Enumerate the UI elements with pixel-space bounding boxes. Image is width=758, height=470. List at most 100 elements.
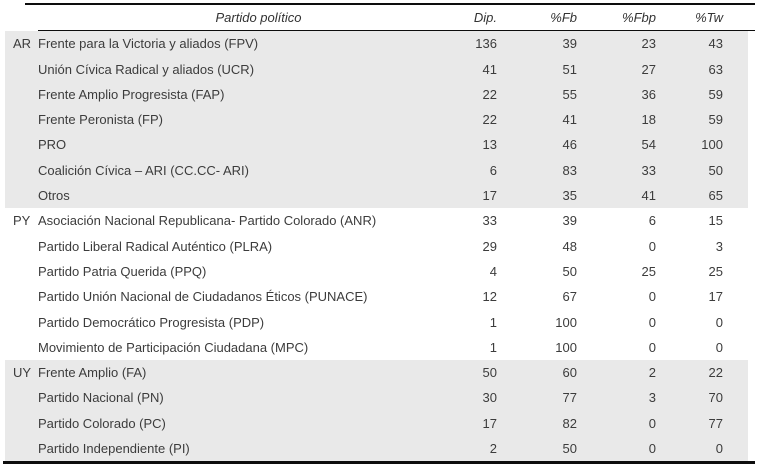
table-row: PRO 13 46 54 100 (5, 132, 748, 157)
cell-fbp-value: 27 (641, 61, 656, 77)
cell-tw-value: 50 (708, 162, 723, 178)
cell-fbp-value: 54 (641, 137, 656, 153)
cell-tw-value: 15 (708, 213, 723, 229)
cell-dip-value: 1 (489, 314, 497, 330)
table-row: PY Asociación Nacional Republicana- Parti… (5, 208, 748, 233)
table-row: Partido Democrático Progresista (PDP) 1 10… (5, 309, 748, 334)
cell-fbp-value: 3 (648, 390, 656, 406)
country-group-uy: UY Frente Amplio (FA) 50 60 2 22 Partido Nacio… (5, 359, 748, 462)
cell-fbp-value: 6 (648, 213, 656, 229)
bottom-rule (3, 461, 755, 464)
cell-tw-value: 3 (715, 238, 723, 254)
table-row: Frente Peronista (FP) 22 41 18 59 (5, 107, 748, 132)
cell-dip-value: 41 (482, 61, 497, 77)
table-row: UY Frente Amplio (FA) 50 60 2 22 (5, 360, 748, 385)
cell-fb-value: 82 (562, 415, 577, 431)
table-row: Partido Unión Nacional de Ciudadanos Éti… (5, 284, 748, 309)
cell-tw-value: 100 (701, 137, 723, 153)
cell-fbp-value: 23 (641, 36, 656, 52)
cell-tw-value: 65 (708, 188, 723, 204)
cell-party-name: Partido Liberal Radical Auténtico (PLRA) (38, 238, 273, 254)
cell-fbp-value: 0 (648, 440, 656, 456)
cell-tw-value: 22 (708, 365, 723, 381)
cell-dip-value: 29 (482, 238, 497, 254)
table-row: Otros 17 35 41 65 (5, 183, 748, 208)
cell-tw-value: 59 (708, 86, 723, 102)
cell-fb-value: 48 (562, 238, 577, 254)
cell-fb-value: 35 (562, 188, 577, 204)
cell-dip-value: 4 (489, 263, 497, 279)
table-body: AR Frente para la Victoria y aliados (FPV… (5, 31, 748, 462)
cell-fb-value: 50 (562, 263, 577, 279)
cell-party-name: Unión Cívica Radical y aliados (UCR) (38, 61, 255, 77)
cell-fb-value: 100 (555, 314, 577, 330)
cell-party-name: Partido Democrático Progresista (PDP) (38, 314, 265, 330)
table-row: Partido Liberal Radical Auténtico (PLRA)… (5, 233, 748, 258)
cell-dip-value: 33 (482, 213, 497, 229)
cell-party-name: Otros (38, 188, 70, 204)
cell-fb-value: 60 (562, 365, 577, 381)
cell-dip-value: 17 (482, 415, 497, 431)
cell-dip-value: 136 (475, 36, 497, 52)
cell-fb-value: 39 (562, 36, 577, 52)
country-group-py: PY Asociación Nacional Republicana- Parti… (5, 208, 748, 360)
cell-dip-value: 30 (482, 390, 497, 406)
cell-dip-value: 50 (482, 365, 497, 381)
cell-tw-value: 59 (708, 112, 723, 128)
cell-party-name: Frente Amplio (FA) (38, 365, 147, 381)
cell-fb-value: 100 (555, 339, 577, 355)
cell-fbp-value: 0 (648, 339, 656, 355)
table-row: Unión Cívica Radical y aliados (UCR) 41 51… (5, 56, 748, 81)
cell-dip-value: 2 (489, 440, 497, 456)
cell-fb-value: 67 (562, 289, 577, 305)
cell-tw-value: 25 (708, 263, 723, 279)
header-rule (38, 29, 755, 32)
cell-party-name: Partido Patria Querida (PPQ) (38, 263, 207, 279)
table-header: Partido político Dip. %Fb %Fbp %Tw (5, 5, 748, 29)
column-header-dip: Dip. (473, 9, 497, 25)
cell-party-name: Coalición Cívica – ARI (CC.CC- ARI) (38, 162, 249, 178)
cell-party-name: Frente Peronista (FP) (38, 112, 163, 128)
cell-fb-value: 41 (562, 112, 577, 128)
cell-party-name: Asociación Nacional Republicana- Partido… (38, 213, 377, 229)
cell-tw-value: 43 (708, 36, 723, 52)
cell-dip-value: 1 (489, 339, 497, 355)
cell-fb-value: 50 (562, 440, 577, 456)
cell-party-name: Movimiento de Participación Ciudadana (M… (38, 339, 309, 355)
cell-tw-value: 17 (708, 289, 723, 305)
cell-dip-value: 22 (482, 86, 497, 102)
cell-fbp-value: 25 (641, 263, 656, 279)
cell-fbp-value: 0 (648, 314, 656, 330)
table-row: Partido Colorado (PC) 17 82 0 77 (5, 411, 748, 436)
column-header-tw: %Tw (695, 9, 723, 25)
table-row: Frente Amplio Progresista (FAP) 22 55 36 59 (5, 82, 748, 107)
table-row: Partido Independiente (PI) 2 50 0 0 (5, 436, 748, 461)
cell-fbp-value: 0 (648, 289, 656, 305)
cell-party-name: Frente para la Victoria y aliados (FPV) (38, 36, 259, 52)
cell-tw-value: 0 (715, 440, 723, 456)
cell-tw-value: 77 (708, 415, 723, 431)
cell-fbp-value: 41 (641, 188, 656, 204)
cell-tw-value: 63 (708, 61, 723, 77)
cell-tw-value: 70 (708, 390, 723, 406)
cell-dip-value: 6 (489, 162, 497, 178)
cell-party-name: Partido Colorado (PC) (38, 415, 166, 431)
top-rule (25, 3, 755, 5)
cell-fb-value: 46 (562, 137, 577, 153)
cell-party-name: Partido Unión Nacional de Ciudadanos Éti… (38, 289, 368, 305)
cell-dip-value: 12 (482, 289, 497, 305)
cell-tw-value: 0 (715, 339, 723, 355)
country-group-ar: AR Frente para la Victoria y aliados (FPV… (5, 31, 748, 209)
column-header-fb: %Fb (550, 9, 577, 25)
cell-fb-value: 55 (562, 86, 577, 102)
cell-country-code: UY (13, 365, 32, 381)
cell-fb-value: 77 (562, 390, 577, 406)
cell-party-name: Partido Independiente (PI) (38, 440, 190, 456)
cell-fbp-value: 36 (641, 86, 656, 102)
table-row: Movimiento de Participación Ciudadana (M… (5, 335, 748, 360)
cell-dip-value: 17 (482, 188, 497, 204)
cell-fbp-value: 0 (648, 415, 656, 431)
cell-party-name: Frente Amplio Progresista (FAP) (38, 86, 225, 102)
cell-fbp-value: 0 (648, 238, 656, 254)
table-row: Partido Patria Querida (PPQ) 4 50 25 25 (5, 259, 748, 284)
